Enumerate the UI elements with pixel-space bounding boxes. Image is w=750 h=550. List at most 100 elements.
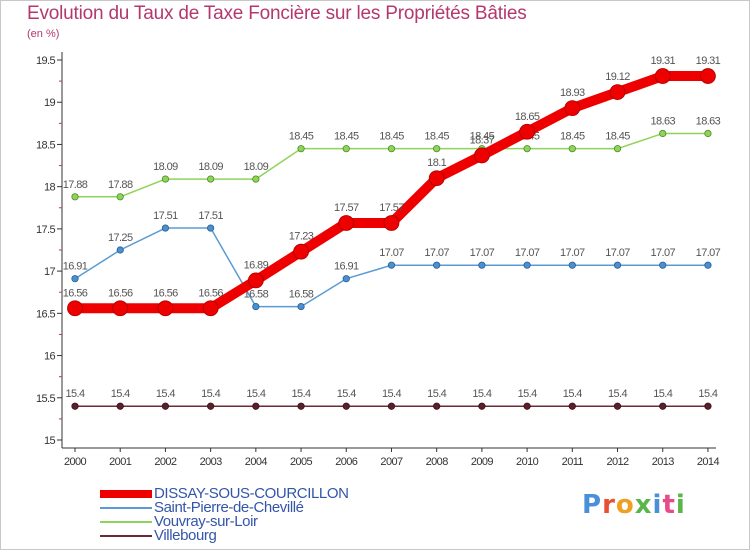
data-label: 15.4 — [518, 388, 537, 400]
y-tick-label: 19 — [44, 97, 56, 109]
chart-subtitle: (en %) — [27, 28, 60, 40]
x-tick-label: 2005 — [290, 456, 313, 468]
data-label: 15.4 — [156, 388, 175, 400]
legend-swatch — [100, 521, 152, 523]
y-tick-label: 19.5 — [36, 55, 55, 67]
data-label: 17.07 — [515, 247, 540, 259]
x-tick-label: 2003 — [200, 456, 223, 468]
data-label: 16.56 — [153, 287, 178, 299]
data-point — [387, 402, 396, 410]
x-tick-label: 2012 — [606, 456, 629, 468]
data-label: 16.58 — [289, 289, 314, 301]
data-point — [297, 402, 305, 410]
data-label: 16.56 — [63, 287, 88, 299]
data-point — [342, 402, 350, 410]
logo-letter: i — [652, 490, 663, 520]
data-label: 15.4 — [698, 388, 717, 400]
data-point — [207, 224, 215, 232]
data-point — [568, 402, 576, 410]
legend-swatch — [100, 507, 152, 509]
data-label: 18.45 — [334, 131, 359, 143]
data-point — [67, 300, 83, 317]
x-tick-label: 2014 — [697, 456, 720, 468]
data-point — [387, 145, 396, 153]
data-point — [523, 402, 531, 410]
data-label: 18.09 — [198, 161, 223, 173]
x-tick-label: 2013 — [652, 456, 675, 468]
data-point — [473, 147, 490, 164]
logo-letter: t — [662, 490, 676, 520]
legend-swatch — [100, 490, 152, 498]
logo-letter: i — [675, 490, 686, 520]
data-label: 18.93 — [560, 87, 585, 99]
data-point — [478, 261, 486, 269]
data-label: 17.88 — [63, 179, 88, 191]
data-point — [71, 193, 79, 201]
x-tick-label: 2007 — [380, 456, 403, 468]
data-point — [116, 402, 124, 410]
data-label: 17.07 — [379, 247, 404, 259]
data-point — [704, 261, 712, 269]
data-label: 15.4 — [427, 388, 446, 400]
data-point — [568, 261, 576, 269]
data-label: 15.4 — [201, 388, 220, 400]
data-point — [71, 275, 79, 283]
legend-label: Saint-Pierre-de-Chevillé — [154, 499, 304, 516]
data-point — [247, 272, 264, 289]
data-point — [659, 402, 667, 410]
y-tick-label: 17.5 — [36, 224, 55, 236]
data-label: 17.07 — [560, 247, 585, 259]
data-label: 17.07 — [605, 247, 630, 259]
data-label: 18.1 — [427, 157, 446, 169]
series-line — [70, 71, 713, 314]
data-point — [659, 261, 667, 269]
data-label: 17.07 — [696, 247, 721, 259]
data-label: 18.45 — [379, 131, 404, 143]
data-label: 18.65 — [515, 111, 540, 123]
y-tick-label: 15.5 — [36, 393, 55, 405]
data-point — [387, 261, 396, 269]
data-point — [293, 243, 309, 260]
logo-letter: P — [582, 490, 603, 520]
chart-title: Evolution du Taux de Taxe Foncière sur l… — [27, 3, 527, 24]
data-label: 15.4 — [382, 388, 401, 400]
data-label: 18.45 — [470, 131, 495, 143]
data-point — [433, 261, 441, 269]
data-point — [161, 175, 170, 183]
data-label: 18.45 — [424, 131, 449, 143]
data-point — [704, 402, 712, 410]
data-point — [161, 402, 170, 410]
data-point — [71, 402, 79, 410]
data-point — [252, 175, 260, 183]
legend-item-saint-pierre: Saint-Pierre-de-Chevillé — [100, 500, 304, 516]
data-label: 16.58 — [244, 289, 269, 301]
x-tick-label: 2002 — [154, 456, 177, 468]
data-point — [433, 402, 441, 410]
y-tick-label: 18 — [44, 182, 56, 194]
data-point — [297, 145, 305, 153]
legend-label: DISSAY-SOUS-COURCILLON — [154, 485, 349, 502]
x-tick-label: 2001 — [109, 456, 132, 468]
data-point — [342, 145, 350, 153]
x-tick-label: 2000 — [64, 456, 87, 468]
data-label: 19.12 — [605, 71, 630, 83]
logo-letter: x — [634, 490, 653, 520]
data-point — [157, 300, 174, 317]
data-point — [613, 261, 622, 269]
data-point — [564, 100, 581, 117]
data-label: 15.4 — [608, 388, 627, 400]
data-point — [116, 193, 124, 201]
data-label: 15.4 — [111, 388, 130, 400]
y-tick-label: 15 — [44, 435, 56, 447]
data-point — [613, 402, 622, 410]
data-point — [428, 170, 445, 187]
data-label: 19.31 — [650, 55, 675, 67]
legend-item-dissay: DISSAY-SOUS-COURCILLON — [100, 486, 349, 502]
data-label: 15.4 — [563, 388, 582, 400]
data-point — [659, 129, 667, 138]
data-point — [478, 402, 486, 410]
data-label: 18.09 — [244, 161, 269, 173]
data-point — [523, 145, 531, 153]
legend-label: Villebourg — [154, 527, 217, 544]
